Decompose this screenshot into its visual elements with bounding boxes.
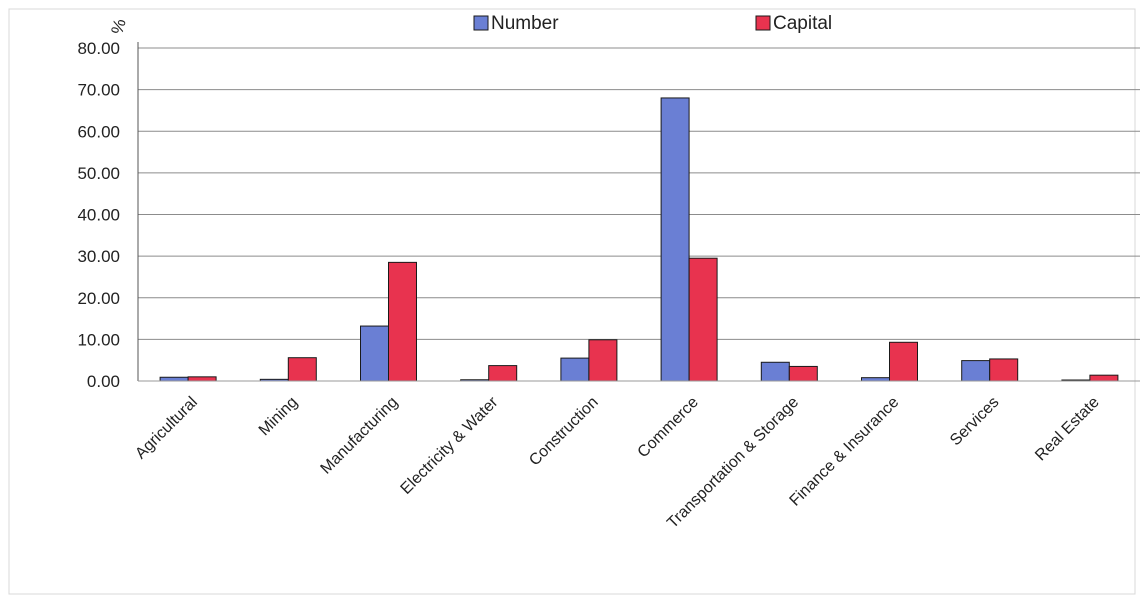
bar-capital xyxy=(889,341,918,382)
bar-capital xyxy=(388,261,417,382)
bar-capital xyxy=(688,257,718,382)
bars xyxy=(159,97,1119,382)
gridlines xyxy=(138,47,1140,340)
legend-label-capital: Capital xyxy=(773,13,832,34)
bar-number xyxy=(360,325,389,382)
y-tick-label: 70.00 xyxy=(77,81,120,100)
bar-capital xyxy=(788,365,818,382)
y-tick-label: 50.00 xyxy=(77,164,120,183)
bar-capital xyxy=(187,376,217,382)
axes xyxy=(137,42,1140,382)
bar-number xyxy=(159,376,189,382)
y-axis-ticks: 0.00 10.00 20.00 30.00 40.00 50.00 60.00 70.00 8… xyxy=(77,39,120,391)
bar-number xyxy=(961,360,991,382)
y-tick-label: 0.00 xyxy=(87,372,120,391)
y-tick-label: 60.00 xyxy=(77,122,120,141)
bar-capital xyxy=(588,339,618,382)
y-tick-label: 30.00 xyxy=(77,247,120,266)
bar-capital xyxy=(488,365,518,382)
y-axis-unit-label: % xyxy=(108,17,130,37)
bar-number xyxy=(760,361,790,382)
y-tick-label: 10.00 xyxy=(77,330,120,349)
y-tick-label: 40.00 xyxy=(77,206,120,225)
legend-swatch-number xyxy=(473,15,489,31)
bar-capital xyxy=(1089,374,1119,382)
bar-capital xyxy=(989,358,1019,382)
y-tick-label: 20.00 xyxy=(77,289,120,308)
legend-label-number: Number xyxy=(491,13,559,34)
bar-number xyxy=(560,357,590,382)
bar-capital xyxy=(287,357,317,382)
bar-number xyxy=(660,97,690,382)
y-tick-label: 80.00 xyxy=(77,39,120,58)
legend-swatch-capital xyxy=(755,15,771,31)
legend: Number Capital xyxy=(473,13,832,34)
chart-frame xyxy=(8,8,1136,595)
